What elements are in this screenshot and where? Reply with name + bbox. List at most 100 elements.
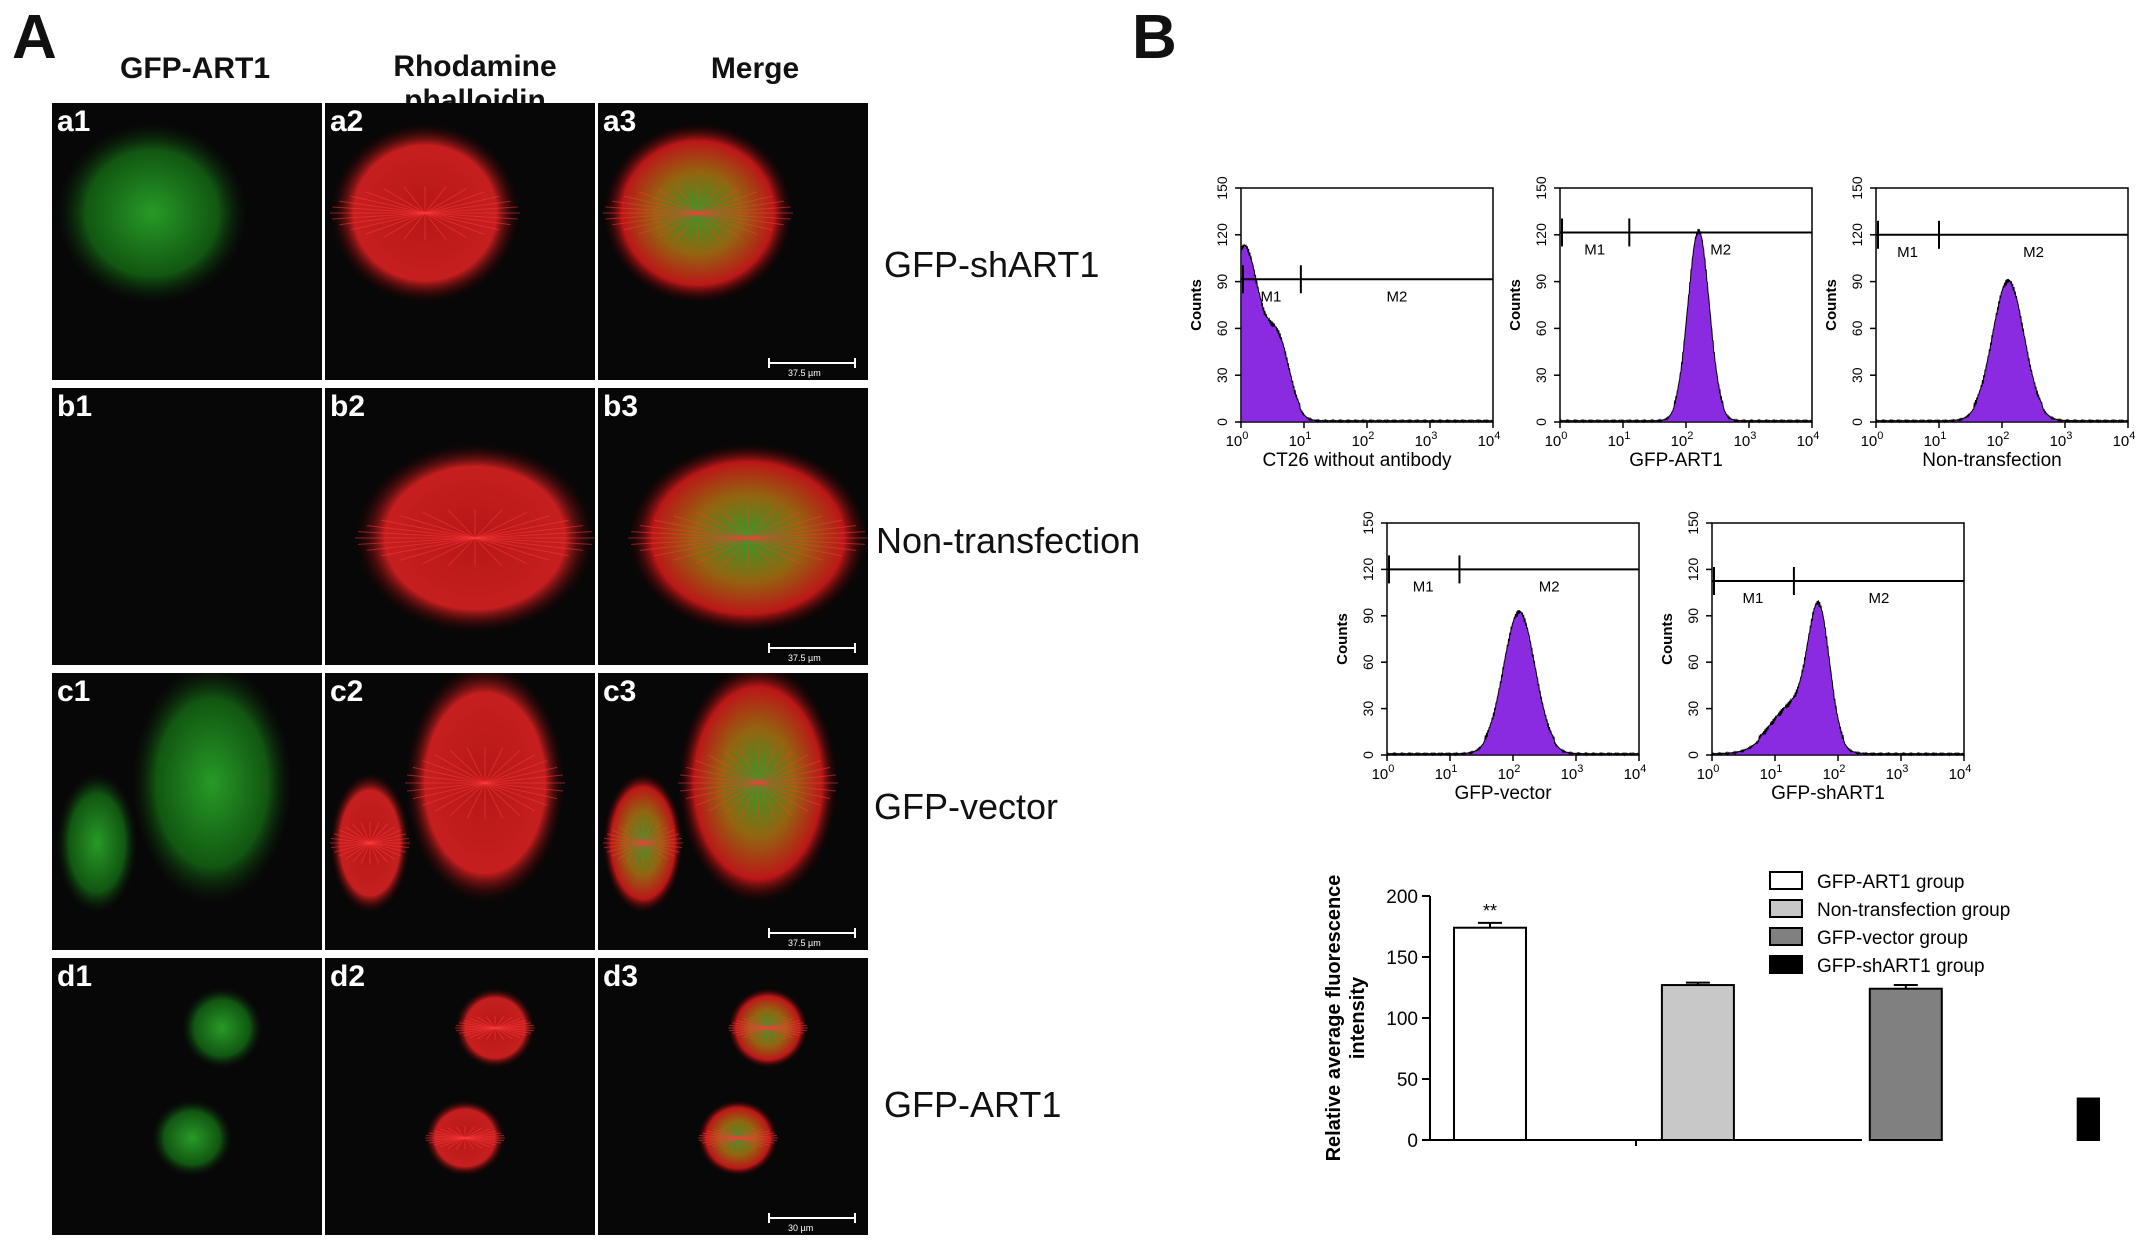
scale-bar-label: 30 µm — [788, 1223, 814, 1233]
gate-m1-label: M1 — [1413, 578, 1434, 595]
legend-label: GFP-vector group — [1817, 928, 1968, 949]
x-tick-label: 101 — [1435, 763, 1458, 783]
tile-label: a3 — [603, 105, 637, 138]
x-tick-label: 103 — [2050, 430, 2073, 450]
y-axis-label: Counts — [1823, 279, 1840, 331]
y-tick-label: 150 — [1533, 176, 1549, 200]
y-tick-label: 60 — [1533, 320, 1549, 336]
micrograph-a2: a2 — [325, 103, 595, 380]
y-tick-label: 120 — [1849, 223, 1865, 247]
tile-label: c2 — [330, 675, 364, 708]
y-tick-label: 90 — [1849, 274, 1865, 290]
scale-bar-label: 37.5 µm — [788, 938, 821, 948]
row-label-gfp-shart1: GFP-shART1 — [884, 244, 1100, 285]
legend-swatch — [1769, 955, 1803, 974]
y-tick-label: 120 — [1685, 558, 1701, 582]
tile-label: d1 — [57, 960, 93, 993]
gate-m1-label: M1 — [1897, 244, 1918, 261]
micrograph-image — [698, 988, 808, 1176]
histogram-2: 0 30 60 90 120 150 Counts 100 101 102 103 104 M1 M2 GF… — [1507, 176, 1819, 471]
x-tick-label: 100 — [1861, 430, 1884, 450]
x-tick-label: 104 — [1949, 763, 1972, 783]
y-tick-label: 90 — [1533, 274, 1549, 290]
gate-m2-label: M2 — [2023, 244, 2044, 261]
x-tick-label: 103 — [1415, 430, 1438, 450]
micrograph-d1: d1 — [52, 958, 322, 1235]
y-axis-label: Counts — [1188, 279, 1205, 331]
histogram-1: 0 30 60 90 120 150 Counts 100 101 102 103 104 M1 M2 CT… — [1188, 176, 1500, 471]
histogram-label: GFP-vector — [1454, 783, 1552, 804]
scale-bar — [768, 928, 856, 938]
x-tick-label: 102 — [1671, 430, 1694, 450]
x-tick-label: 103 — [1734, 430, 1757, 450]
micrograph-c1: c1 — [52, 673, 322, 950]
y-tick-label: 120 — [1214, 223, 1230, 247]
histogram-label: CT26 without antibody — [1262, 450, 1452, 471]
bar-chart: 0 50 100 150 200 Relative average fluorescenc… — [1323, 871, 2100, 1161]
y-tick-label: 120 — [1533, 223, 1549, 247]
micrograph-image — [57, 123, 247, 303]
histogram-3: 0 30 60 90 120 150 Counts 100 101 102 103 104 M1 M2 No… — [1823, 176, 2135, 471]
tile-label: a2 — [330, 105, 364, 138]
scale-bar-label: 37.5 µm — [788, 653, 821, 663]
legend-swatch — [1769, 927, 1803, 946]
tile-label: d3 — [603, 960, 639, 993]
flow-histograms: 0 30 60 90 120 150 Counts 100 101 102 103 104 M1 M2 CT… — [1188, 176, 2135, 804]
micrograph-a3: a3 37.5 µm — [598, 103, 868, 380]
histogram-area — [1711, 600, 1965, 757]
x-tick-label: 104 — [1797, 430, 1820, 450]
histogram-label: GFP-ART1 — [1629, 450, 1723, 471]
x-tick-label: 101 — [1289, 430, 1312, 450]
scale-bar — [768, 643, 856, 653]
x-tick-label: 101 — [1608, 430, 1631, 450]
micrograph-image — [425, 988, 535, 1176]
micrograph-c2: c2 — [325, 673, 595, 950]
micrograph-image — [355, 443, 595, 633]
y-axis-label: Counts — [1659, 613, 1676, 665]
y-tick-label: 200 — [1386, 887, 1418, 908]
tile-label: c3 — [603, 675, 637, 708]
legend-swatch — [1769, 899, 1803, 918]
micrograph-image — [57, 673, 292, 913]
y-tick-label: 0 — [1533, 418, 1549, 426]
gate-m2-label: M2 — [1387, 288, 1408, 305]
micrograph-image — [603, 673, 838, 913]
y-tick-label: 30 — [1533, 367, 1549, 383]
scale-bar — [768, 358, 856, 368]
y-tick-label: 150 — [1360, 511, 1376, 535]
y-tick-label: 60 — [1360, 654, 1376, 670]
row-label-gfp-art1: GFP-ART1 — [884, 1084, 1062, 1125]
panel-b-letter: B — [1132, 3, 1177, 72]
histogram-area — [1559, 228, 1813, 424]
x-tick-label: 101 — [1924, 430, 1947, 450]
histogram-area — [1386, 610, 1640, 757]
y-axis-label-line2: intensity — [1347, 976, 1369, 1059]
y-tick-label: 150 — [1386, 948, 1418, 969]
x-tick-label: 103 — [1886, 763, 1909, 783]
micrograph-image — [152, 988, 262, 1176]
gate-m2-label: M2 — [1869, 590, 1890, 607]
micrograph-c3: c3 37.5 µm — [598, 673, 868, 950]
micrograph-a1: a1 — [52, 103, 322, 380]
x-tick-label: 100 — [1226, 430, 1249, 450]
column-header-merge: Merge — [710, 52, 800, 85]
y-tick-label: 0 — [1407, 1131, 1418, 1152]
x-tick-label: 104 — [1624, 763, 1647, 783]
bar-2 — [1660, 984, 1735, 1141]
x-tick-label: 100 — [1372, 763, 1395, 783]
x-tick-label: 102 — [1823, 763, 1846, 783]
y-tick-label: 0 — [1214, 418, 1230, 426]
gate-m1-label: M1 — [1584, 241, 1605, 258]
x-tick-label: 102 — [1987, 430, 2010, 450]
x-tick-label: 101 — [1760, 763, 1783, 783]
gate-m2-label: M2 — [1539, 578, 1560, 595]
y-tick-label: 30 — [1214, 367, 1230, 383]
y-tick-label: 0 — [1685, 751, 1701, 759]
y-tick-label: 150 — [1214, 176, 1230, 200]
legend-label: GFP-shART1 group — [1817, 956, 1985, 977]
y-tick-label: 60 — [1214, 320, 1230, 336]
x-tick-label: 100 — [1545, 430, 1568, 450]
histogram-area — [1240, 243, 1494, 424]
x-tick-label: 102 — [1498, 763, 1521, 783]
x-tick-label: 100 — [1697, 763, 1720, 783]
